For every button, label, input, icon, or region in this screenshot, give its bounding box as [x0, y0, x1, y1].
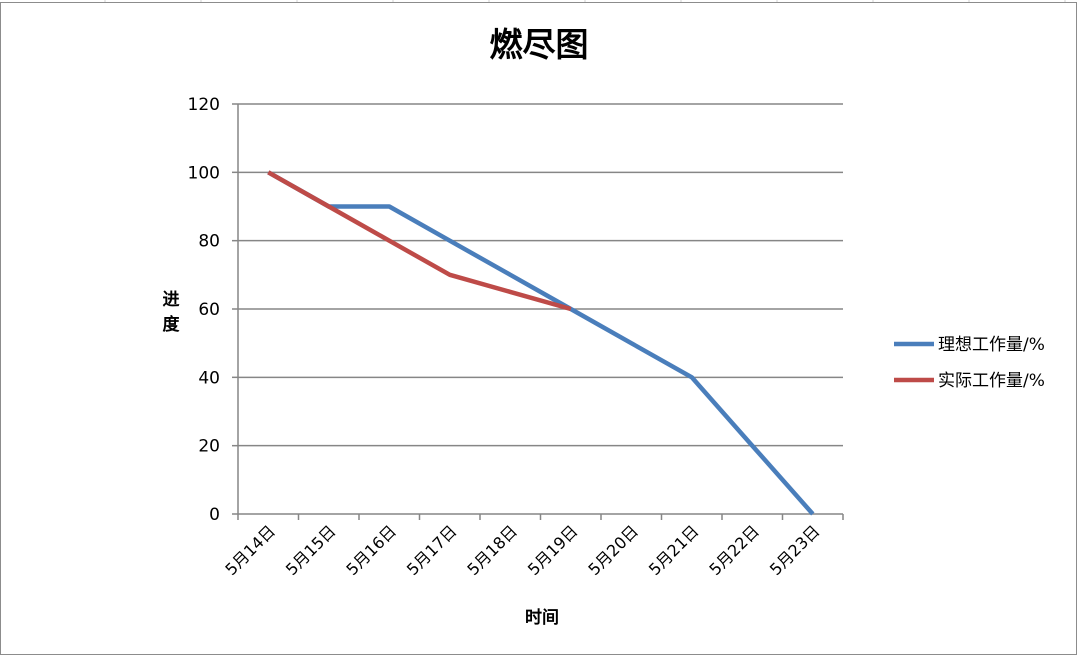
y-tick-label: 20: [198, 437, 220, 457]
y-tick-label: 100: [188, 163, 220, 183]
x-tick-label: 5月15日: [282, 521, 340, 579]
x-tick-labels: 5月14日 5月15日 5月16日 5月17日 5月18日 5月19日 5月20日 5月21日…: [221, 521, 823, 579]
x-tick-label: 5月19日: [524, 521, 582, 579]
x-tick-label: 5月20日: [584, 521, 642, 579]
x-axis-label: 时间: [525, 608, 559, 628]
x-tick-label: 5月14日: [221, 521, 279, 579]
y-tick-label: 40: [198, 368, 220, 388]
x-tick-label: 5月18日: [463, 521, 521, 579]
series-line-2: [267, 170, 572, 312]
axes: [237, 104, 844, 520]
x-tick-label: 5月17日: [403, 521, 461, 579]
y-tick-label: 120: [188, 95, 220, 115]
x-tick-label: 5月22日: [705, 521, 763, 579]
y-tick-label: 0: [209, 505, 220, 525]
x-tick-label: 5月23日: [766, 521, 824, 579]
y-tick-label: 60: [198, 300, 220, 320]
gridlines: [232, 103, 843, 515]
legend: 理想工作量/% 实际工作量/%: [894, 335, 1045, 391]
series-line-1: [267, 170, 815, 516]
y-tick-label: 80: [198, 232, 220, 252]
x-tick-label: 5月21日: [645, 521, 703, 579]
legend-label: 实际工作量/%: [938, 371, 1045, 391]
chart-title: 燃尽图: [489, 25, 589, 64]
y-tick-labels: 0 20 40 60 80 100 120: [188, 95, 220, 525]
legend-label: 理想工作量/%: [938, 335, 1045, 355]
x-tick-label: 5月16日: [342, 521, 400, 579]
series-lines: [267, 170, 815, 516]
y-axis-label: 进度: [162, 290, 180, 335]
